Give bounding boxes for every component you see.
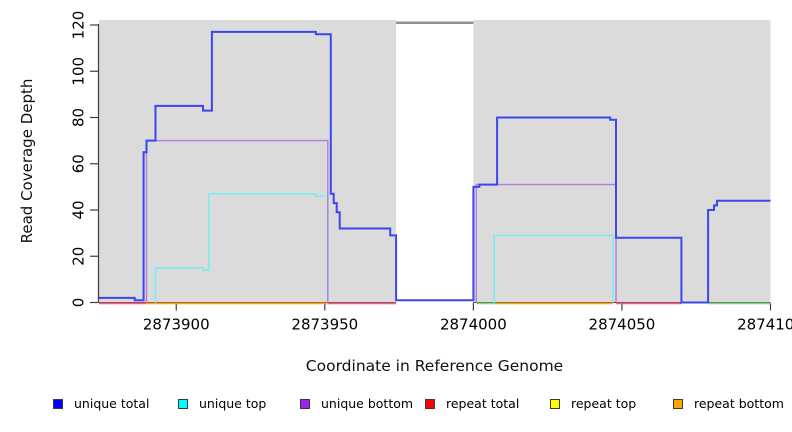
plot-svg: 0 20 40 60 80 100 120 2873900 2873950 2874000 2874…: [69, 11, 792, 334]
y-tick-label: 0: [69, 298, 87, 308]
x-tick-label: 2873950: [291, 316, 358, 334]
legend-item-repeat-total: repeat total: [425, 396, 519, 411]
x-tick-label: 2874050: [589, 316, 656, 334]
legend-swatch-repeat-top: [550, 398, 560, 409]
y-tick-label: 60: [69, 154, 87, 173]
y-tick-label: 80: [69, 108, 87, 127]
legend-item-label: unique bottom: [321, 396, 414, 411]
legend-swatch-unique-top: [178, 398, 188, 409]
series-unique-top: [493, 234, 614, 303]
series-unique-bottom: [145, 139, 329, 303]
legend-item-label: unique total: [74, 396, 150, 411]
legend-swatch-repeat-total: [425, 398, 435, 409]
x-tick-label: 2874100: [737, 316, 792, 334]
uncovered-gap-band: [396, 19, 474, 306]
y-tick-label: 20: [69, 247, 87, 266]
y-tick-label: 120: [69, 11, 87, 40]
legend-item-unique-bottom: unique bottom: [300, 396, 413, 411]
legend-swatch-unique-total: [53, 398, 63, 409]
legend-item-unique-top: unique top: [178, 396, 266, 411]
legend-item-unique-total: unique total: [53, 396, 149, 411]
legend-item-repeat-top: repeat top: [550, 396, 636, 411]
y-tick-label: 40: [69, 200, 87, 219]
series-unique-total: [99, 30, 771, 304]
x-tick-label: 2873900: [143, 316, 210, 334]
legend-item-label: repeat total: [446, 396, 520, 411]
legend-item-label: repeat top: [571, 396, 637, 411]
series-unique-top: [154, 193, 329, 303]
legend-item-label: repeat bottom: [694, 396, 784, 411]
legend-swatch-unique-bottom: [300, 398, 310, 409]
x-axis-label: Coordinate in Reference Genome: [305, 357, 564, 375]
x-tick-label: 2874000: [440, 316, 507, 334]
series-unique-bottom: [475, 183, 617, 303]
legend-item-repeat-bottom: repeat bottom: [673, 396, 784, 411]
legend-swatch-repeat-bottom: [673, 398, 683, 409]
legend-item-label: unique top: [199, 396, 267, 411]
y-tick-label: 100: [69, 57, 87, 86]
